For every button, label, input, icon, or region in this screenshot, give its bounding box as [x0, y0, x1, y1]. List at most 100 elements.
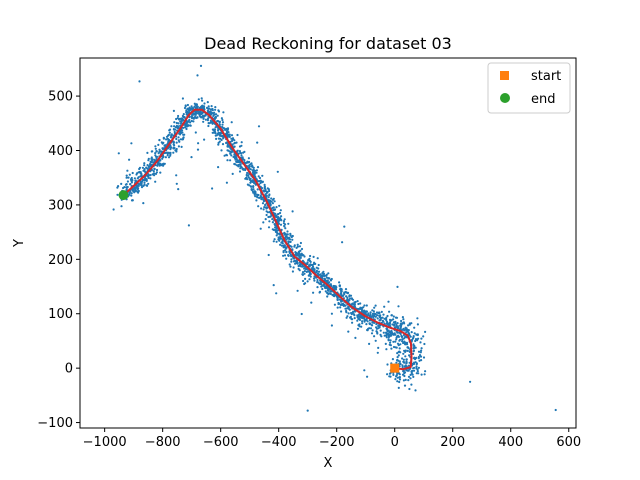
scatter-point	[306, 262, 309, 266]
scatter-point	[309, 275, 312, 278]
scatter-point	[366, 375, 369, 378]
scatter-point	[257, 125, 261, 128]
scatter-point	[294, 262, 297, 265]
scatter-point	[240, 144, 243, 147]
scatter-point	[412, 350, 415, 353]
scatter-point	[336, 306, 339, 309]
scatter-point	[248, 160, 251, 164]
scatter-point	[362, 306, 365, 309]
scatter-point	[387, 339, 390, 342]
scatter-point	[347, 306, 350, 310]
scatter-point	[303, 272, 306, 275]
scatter-point	[272, 228, 275, 231]
scatter-point	[405, 331, 408, 334]
scatter-point	[155, 157, 158, 160]
scatter-point	[318, 291, 321, 294]
scatter-point	[390, 319, 393, 322]
scatter-point	[340, 290, 343, 293]
scatter-point	[391, 333, 394, 336]
scatter-point	[321, 284, 324, 287]
scatter-point	[131, 171, 134, 175]
scatter-point	[406, 343, 409, 346]
scatter-point	[299, 249, 302, 252]
y-tick-label: 200	[48, 253, 73, 268]
scatter-point	[406, 369, 409, 372]
scatter-point	[376, 351, 379, 354]
scatter-point	[404, 326, 407, 329]
scatter-point	[417, 355, 420, 359]
scatter-point	[183, 116, 186, 119]
scatter-point	[395, 323, 398, 326]
x-axis-ticks: −1000 −800 −600 −400 −200 0 200 400 600	[83, 428, 581, 450]
scatter-point	[301, 265, 304, 268]
scatter-point	[272, 206, 275, 209]
scatter-point	[395, 375, 398, 378]
scatter-point	[412, 352, 415, 355]
scatter-point	[190, 156, 193, 159]
scatter-point	[403, 337, 406, 340]
scatter-point	[414, 389, 417, 392]
scatter-point	[289, 265, 292, 268]
legend-end-label: end	[531, 92, 556, 107]
scatter-point	[200, 106, 203, 109]
scatter-point	[193, 112, 196, 116]
scatter-point	[321, 287, 324, 291]
scatter-point	[395, 338, 398, 341]
scatter-point	[187, 111, 190, 114]
scatter-point	[347, 312, 350, 315]
scatter-point	[273, 223, 276, 226]
scatter-point	[370, 315, 373, 318]
scatter-point	[298, 245, 301, 248]
scatter-point	[371, 329, 374, 332]
scatter-point	[401, 364, 404, 367]
scatter-point	[175, 174, 178, 177]
scatter-point	[404, 365, 407, 368]
scatter-point	[189, 124, 192, 127]
scatter-point	[398, 347, 401, 350]
scatter-point	[230, 134, 234, 137]
scatter-point	[288, 238, 292, 241]
scatter-point	[150, 157, 153, 160]
scatter-point	[300, 312, 303, 316]
scatter-point	[374, 313, 377, 316]
scatter-point	[378, 311, 381, 314]
scatter-point	[403, 371, 406, 374]
scatter-point	[349, 294, 353, 297]
scatter-point	[149, 177, 152, 180]
scatter-point	[469, 380, 472, 383]
scatter-point	[420, 337, 423, 340]
scatter-point	[194, 104, 197, 107]
scatter-point	[389, 341, 392, 344]
scatter-point	[177, 114, 180, 118]
scatter-point	[338, 281, 341, 284]
scatter-point	[326, 286, 329, 289]
scatter-point	[207, 105, 210, 108]
scatter-point	[236, 149, 239, 152]
scatter-point	[282, 250, 285, 253]
scatter-point	[275, 206, 278, 209]
scatter-point	[241, 158, 244, 161]
scatter-point	[379, 314, 382, 317]
scatter-point	[354, 300, 357, 304]
scatter-point	[218, 132, 221, 135]
scatter-point	[312, 277, 316, 280]
scatter-point	[400, 335, 404, 339]
scatter-point	[347, 330, 350, 333]
x-tick-label: −800	[145, 435, 181, 450]
scatter-point	[316, 281, 319, 284]
scatter-point	[217, 143, 220, 146]
scatter-point	[274, 229, 277, 232]
scatter-point	[423, 373, 426, 376]
scatter-point	[296, 289, 299, 292]
scatter-point	[141, 166, 144, 169]
scatter-point	[234, 155, 237, 158]
scatter-point	[278, 237, 281, 240]
scatter-point	[216, 129, 220, 132]
scatter-point	[158, 148, 161, 151]
scatter-point	[268, 211, 271, 214]
scatter-point	[360, 308, 363, 311]
scatter-point	[554, 408, 557, 412]
scatter-point	[351, 318, 354, 321]
scatter-point	[264, 203, 267, 207]
scatter-point	[401, 322, 404, 325]
